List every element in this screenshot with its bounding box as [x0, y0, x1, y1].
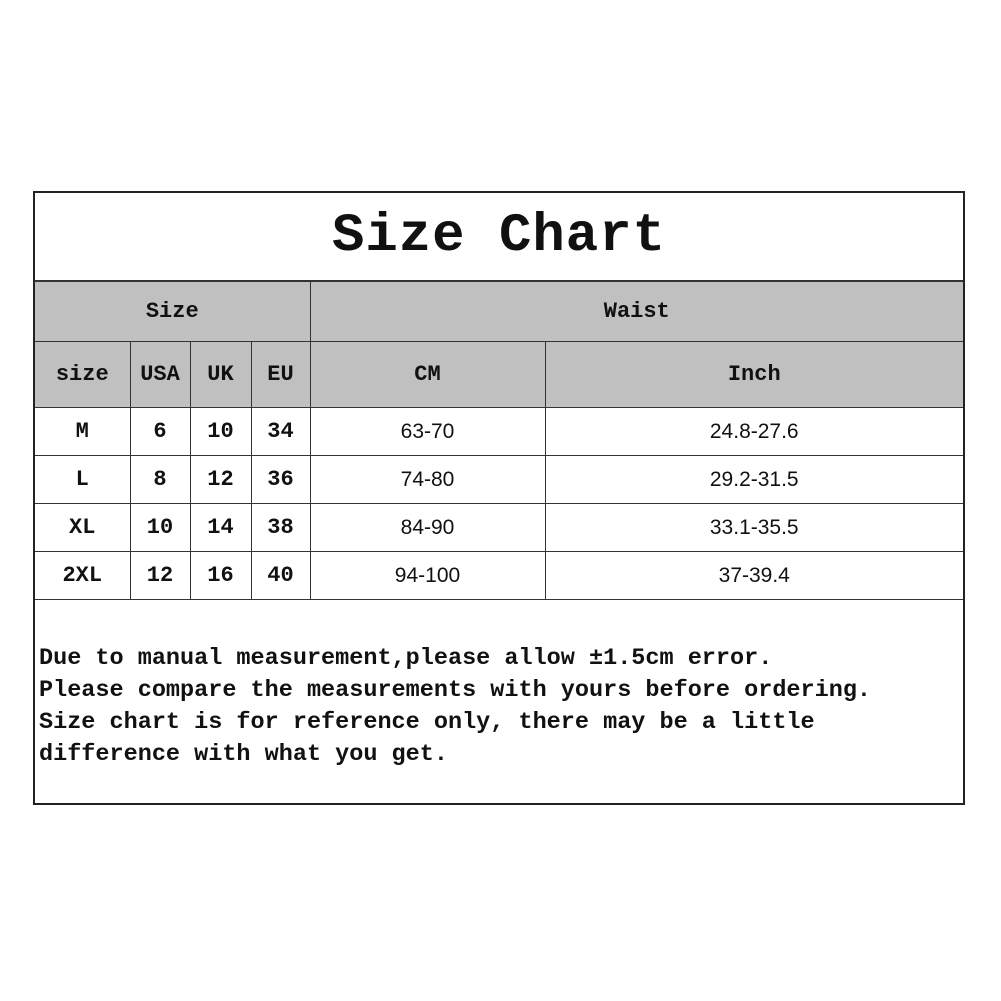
column-header: CM [309, 341, 546, 408]
cell: 16 [189, 551, 252, 600]
note-line: difference with what you get. [39, 741, 448, 768]
column-header-row: size USA UK EU CM Inch [35, 341, 964, 408]
cell: 10 [189, 407, 252, 456]
note-line: Size chart is for reference only, there … [39, 709, 815, 736]
cell: L [35, 455, 131, 504]
cell: 2XL [35, 551, 131, 600]
size-table: Size Waist size USA UK EU CM Inch M 6 10… [35, 281, 964, 600]
chart-title: Size Chart [35, 193, 963, 281]
cell: 36 [250, 455, 311, 504]
cell: 10 [129, 503, 191, 552]
cell: 14 [189, 503, 252, 552]
cell: 84-90 [309, 503, 546, 552]
cell: 63-70 [309, 407, 546, 456]
cell: 40 [250, 551, 311, 600]
cell: 29.2-31.5 [544, 455, 964, 504]
table-row: XL 10 14 38 84-90 33.1-35.5 [35, 503, 964, 552]
cell: 8 [129, 455, 191, 504]
table-row: M 6 10 34 63-70 24.8-27.6 [35, 407, 964, 456]
cell: 37-39.4 [544, 551, 964, 600]
notes: Due to manual measurement,please allow ±… [39, 643, 871, 771]
note-line: Due to manual measurement,please allow ±… [39, 645, 773, 672]
column-header: EU [250, 341, 311, 408]
column-header: UK [189, 341, 252, 408]
cell: 12 [129, 551, 191, 600]
table-row: 2XL 12 16 40 94-100 37-39.4 [35, 551, 964, 600]
note-line: Please compare the measurements with you… [39, 677, 872, 704]
cell: 24.8-27.6 [544, 407, 964, 456]
cell: XL [35, 503, 131, 552]
group-header-waist: Waist [309, 281, 964, 342]
cell: 94-100 [309, 551, 546, 600]
cell: 33.1-35.5 [544, 503, 964, 552]
group-header-row: Size Waist [35, 281, 964, 342]
column-header: USA [129, 341, 191, 408]
cell: 34 [250, 407, 311, 456]
column-header: size [35, 341, 131, 408]
group-header-size: Size [35, 281, 311, 342]
cell: M [35, 407, 131, 456]
table-row: L 8 12 36 74-80 29.2-31.5 [35, 455, 964, 504]
cell: 12 [189, 455, 252, 504]
cell: 6 [129, 407, 191, 456]
cell: 38 [250, 503, 311, 552]
size-chart: Size Chart Size Waist size USA UK EU CM … [33, 191, 965, 805]
column-header: Inch [544, 341, 964, 408]
cell: 74-80 [309, 455, 546, 504]
